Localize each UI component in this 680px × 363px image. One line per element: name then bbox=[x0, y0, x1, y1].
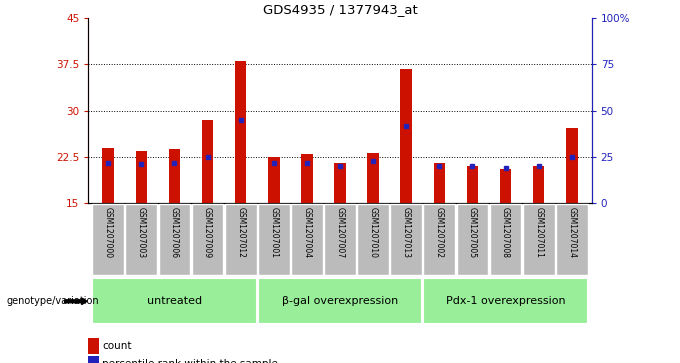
Bar bbox=[268, 157, 279, 203]
Bar bbox=[334, 163, 346, 203]
Text: untreated: untreated bbox=[147, 296, 202, 306]
Bar bbox=[235, 61, 246, 203]
Bar bbox=[169, 149, 180, 203]
Text: GSM1207013: GSM1207013 bbox=[402, 207, 411, 258]
Bar bbox=[225, 204, 256, 275]
Bar bbox=[258, 204, 290, 275]
Text: GSM1207007: GSM1207007 bbox=[335, 207, 345, 258]
Bar bbox=[135, 151, 147, 203]
Bar bbox=[258, 278, 422, 324]
Title: GDS4935 / 1377943_at: GDS4935 / 1377943_at bbox=[262, 3, 418, 16]
Bar bbox=[500, 169, 511, 203]
Bar bbox=[424, 278, 588, 324]
Bar bbox=[301, 154, 313, 203]
Bar bbox=[556, 204, 588, 275]
Bar bbox=[324, 204, 356, 275]
Bar bbox=[357, 204, 389, 275]
Bar bbox=[401, 69, 412, 203]
Text: GSM1207008: GSM1207008 bbox=[501, 207, 510, 258]
Bar bbox=[158, 204, 190, 275]
Bar bbox=[523, 204, 554, 275]
Bar bbox=[566, 128, 577, 203]
Bar bbox=[92, 278, 256, 324]
Bar bbox=[92, 204, 124, 275]
Text: GSM1207003: GSM1207003 bbox=[137, 207, 146, 258]
Bar bbox=[103, 148, 114, 203]
Text: Pdx-1 overexpression: Pdx-1 overexpression bbox=[445, 296, 565, 306]
Text: GSM1207002: GSM1207002 bbox=[435, 207, 444, 258]
Bar bbox=[291, 204, 323, 275]
Text: percentile rank within the sample: percentile rank within the sample bbox=[102, 359, 278, 363]
Bar bbox=[424, 204, 455, 275]
Text: GSM1207004: GSM1207004 bbox=[303, 207, 311, 258]
Text: count: count bbox=[102, 341, 131, 351]
Bar bbox=[533, 166, 545, 203]
Text: GSM1207010: GSM1207010 bbox=[369, 207, 377, 258]
Text: GSM1207005: GSM1207005 bbox=[468, 207, 477, 258]
Bar bbox=[126, 204, 157, 275]
Bar bbox=[456, 204, 488, 275]
Text: GSM1207009: GSM1207009 bbox=[203, 207, 212, 258]
Text: GSM1207006: GSM1207006 bbox=[170, 207, 179, 258]
Bar bbox=[367, 153, 379, 203]
Bar bbox=[390, 204, 422, 275]
Text: GSM1207000: GSM1207000 bbox=[104, 207, 113, 258]
Bar bbox=[202, 120, 214, 203]
Bar bbox=[490, 204, 522, 275]
Text: GSM1207001: GSM1207001 bbox=[269, 207, 278, 258]
Bar bbox=[192, 204, 224, 275]
Bar bbox=[434, 163, 445, 203]
Text: GSM1207011: GSM1207011 bbox=[534, 207, 543, 258]
Text: GSM1207014: GSM1207014 bbox=[567, 207, 576, 258]
Text: GSM1207012: GSM1207012 bbox=[236, 207, 245, 258]
Text: genotype/variation: genotype/variation bbox=[7, 296, 99, 306]
Bar bbox=[466, 166, 478, 203]
Text: β-gal overexpression: β-gal overexpression bbox=[282, 296, 398, 306]
